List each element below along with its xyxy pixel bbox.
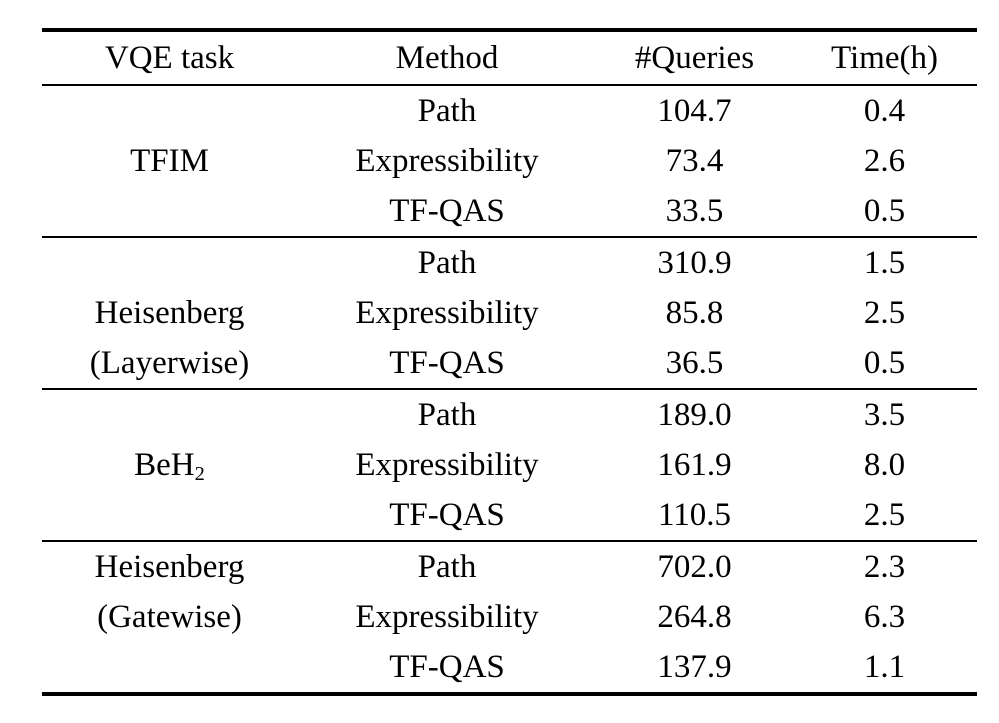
method-cell: TF-QAS <box>389 345 505 381</box>
method-cell: TF-QAS <box>389 193 505 229</box>
method-cell: Path <box>417 93 477 129</box>
task-cell-heisenberg-gatewise: Heisenberg (Gatewise) <box>42 541 297 694</box>
method-cell: Expressibility <box>355 143 539 179</box>
table-row: TF-QAS 137.9 1.1 <box>42 642 977 694</box>
method-cell: Expressibility <box>355 599 539 635</box>
table-row: TF-QAS 33.5 0.5 <box>42 186 977 237</box>
task-label: TFIM <box>130 143 209 179</box>
molecule-subscript: 2 <box>194 462 205 485</box>
method-cell: Expressibility <box>355 447 539 483</box>
method-cell: TF-QAS <box>389 497 505 533</box>
method-cell: Expressibility <box>355 295 539 331</box>
column-header-queries: #Queries <box>634 40 755 76</box>
time-cell: 2.6 <box>863 143 906 179</box>
task-label: Heisenberg <box>94 549 245 585</box>
time-cell: 1.5 <box>863 245 906 281</box>
method-cell: Path <box>417 245 477 281</box>
queries-cell: 137.9 <box>657 649 732 685</box>
time-cell: 0.4 <box>863 93 906 129</box>
queries-cell: 73.4 <box>665 143 724 179</box>
time-cell: 6.3 <box>863 599 906 635</box>
column-header-method: Method <box>395 40 499 76</box>
task-label: Heisenberg <box>94 295 245 331</box>
header-row: VQE task Method #Queries Time(h) <box>42 30 977 85</box>
method-cell: Path <box>417 397 477 433</box>
results-table: VQE task Method #Queries Time(h) TFIM Pa… <box>42 28 977 696</box>
method-cell: Path <box>417 549 477 585</box>
time-cell: 2.5 <box>863 295 906 331</box>
column-header-vqe-task: VQE task <box>104 40 235 76</box>
queries-cell: 85.8 <box>665 295 724 331</box>
table-group-heisenberg-gatewise: Heisenberg (Gatewise) Path 702.0 2.3 Exp… <box>42 541 977 694</box>
table-row: Heisenberg (Layerwise) Path 310.9 1.5 <box>42 237 977 381</box>
queries-cell: 33.5 <box>665 193 724 229</box>
time-cell: 8.0 <box>863 447 906 483</box>
table-row: Heisenberg (Gatewise) Path 702.0 2.3 <box>42 541 977 635</box>
queries-cell: 189.0 <box>657 397 732 433</box>
column-header-time: Time(h) <box>831 40 938 76</box>
task-cell-beh2: BeH2 <box>42 389 297 541</box>
time-cell: 0.5 <box>863 193 906 229</box>
table-row: TF-QAS 36.5 0.5 <box>42 338 977 389</box>
table-row: Expressibility 85.8 2.5 <box>42 288 977 338</box>
table-row: TF-QAS 110.5 2.5 <box>42 490 977 541</box>
molecule-name: BeH <box>134 447 195 483</box>
time-cell: 2.3 <box>863 549 906 585</box>
table-row: Expressibility 264.8 6.3 <box>42 592 977 642</box>
table-row: Expressibility 73.4 2.6 <box>42 136 977 186</box>
task-label: BeH2 <box>42 440 297 490</box>
queries-cell: 104.7 <box>657 93 732 129</box>
queries-cell: 161.9 <box>657 447 732 483</box>
task-cell-tfim: TFIM <box>42 85 297 237</box>
table-group-tfim: TFIM Path 104.7 0.4 Expressibility 73.4 … <box>42 85 977 237</box>
table-group-beh2: BeH2 Path 189.0 3.5 Expressibility 161.9… <box>42 389 977 541</box>
task-cell-heisenberg-layerwise: Heisenberg (Layerwise) <box>42 237 297 389</box>
table-header: VQE task Method #Queries Time(h) <box>42 30 977 85</box>
queries-cell: 702.0 <box>657 549 732 585</box>
task-label-qualifier: (Layerwise) <box>89 345 250 381</box>
time-cell: 1.1 <box>863 649 906 685</box>
queries-cell: 310.9 <box>657 245 732 281</box>
time-cell: 3.5 <box>863 397 906 433</box>
table-row: TFIM Path 104.7 0.4 <box>42 85 977 179</box>
queries-cell: 264.8 <box>657 599 732 635</box>
table-row: Expressibility 161.9 8.0 <box>42 440 977 490</box>
table-row: BeH2 Path 189.0 3.5 <box>42 389 977 484</box>
task-label-qualifier: (Gatewise) <box>97 599 242 635</box>
time-cell: 0.5 <box>863 345 906 381</box>
time-cell: 2.5 <box>863 497 906 533</box>
method-cell: TF-QAS <box>389 649 505 685</box>
table-group-heisenberg-layerwise: Heisenberg (Layerwise) Path 310.9 1.5 Ex… <box>42 237 977 389</box>
queries-cell: 110.5 <box>657 497 732 533</box>
queries-cell: 36.5 <box>665 345 724 381</box>
